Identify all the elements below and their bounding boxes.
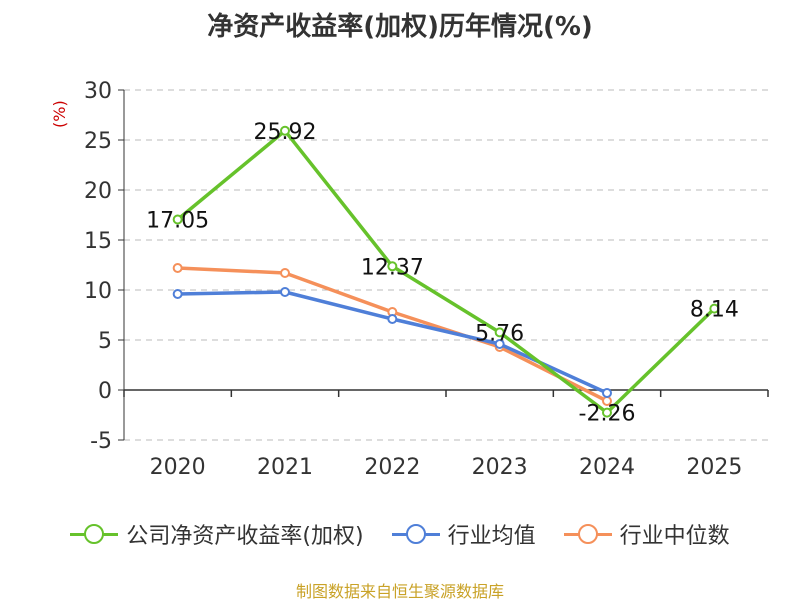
legend-swatch-industry-avg bbox=[391, 524, 440, 544]
data-point-industry_avg bbox=[494, 339, 505, 349]
data-label-company: 5.76 bbox=[475, 321, 524, 346]
data-point-company bbox=[494, 327, 505, 338]
legend-item-industry-median[interactable]: 行业中位数 bbox=[563, 518, 730, 550]
legend: 公司净资产收益率(加权) 行业均值 行业中位数 bbox=[0, 518, 800, 550]
source-note: 制图数据来自恒生聚源数据库 bbox=[295, 582, 504, 601]
y-tick-label: 0 bbox=[98, 379, 112, 404]
chart-title: 净资产收益率(加权)历年情况(%) bbox=[207, 12, 593, 42]
legend-swatch-company bbox=[70, 524, 119, 544]
data-point-industry_avg bbox=[602, 388, 612, 398]
x-tick-label: 2023 bbox=[472, 455, 528, 480]
series-layer bbox=[172, 125, 720, 418]
x-tick-label: 2024 bbox=[579, 455, 635, 480]
data-point-industry_avg bbox=[172, 289, 183, 299]
legend-swatch-industry-median bbox=[563, 524, 612, 544]
data-point-company bbox=[172, 214, 183, 225]
data-point-company bbox=[709, 303, 720, 314]
y-tick-label: 25 bbox=[84, 129, 112, 154]
x-tick-label: 2020 bbox=[150, 455, 206, 480]
legend-label-industry-avg: 行业均值 bbox=[447, 524, 536, 549]
legend-label-company: 公司净资产收益率(加权) bbox=[126, 524, 364, 549]
data-point-industry_median bbox=[280, 268, 290, 278]
data-point-industry_median bbox=[172, 263, 183, 273]
y-tick-label: 15 bbox=[84, 229, 112, 254]
y-tick-label: 20 bbox=[84, 179, 112, 204]
x-tick-label: 2021 bbox=[257, 455, 313, 480]
y-tick-label: -5 bbox=[90, 429, 112, 454]
legend-item-company[interactable]: 公司净资产收益率(加权) bbox=[70, 518, 364, 550]
data-point-industry_avg bbox=[280, 287, 290, 297]
data-point-company bbox=[387, 261, 398, 272]
y-tick-label: 10 bbox=[84, 279, 112, 304]
y-tick-label: 5 bbox=[98, 329, 112, 354]
data-label-company: 12.37 bbox=[361, 255, 424, 280]
data-label-layer: 17.05 25.92 12.37 5.76 -2.26 8.14 bbox=[146, 120, 739, 427]
x-tick-label: 2022 bbox=[364, 455, 420, 480]
y-tick-label: 30 bbox=[84, 79, 112, 104]
legend-label-industry-median: 行业中位数 bbox=[619, 524, 730, 549]
data-label-company: 8.14 bbox=[690, 298, 739, 323]
data-point-company bbox=[280, 125, 290, 136]
axis-layer: 30 25 20 15 10 5 0 -5 2020 2021 2022 2023 2024 2025 bbox=[84, 79, 769, 480]
grid-layer bbox=[124, 89, 768, 441]
data-point-industry_avg bbox=[387, 314, 398, 324]
data-label-company: 25.92 bbox=[254, 120, 317, 145]
x-tick-label: 2025 bbox=[686, 455, 742, 480]
data-label-company: 17.05 bbox=[146, 209, 209, 234]
legend-item-industry-avg[interactable]: 行业均值 bbox=[391, 518, 536, 550]
data-label-company: -2.26 bbox=[579, 402, 636, 427]
series-line-industry_median bbox=[177, 266, 608, 403]
data-point-company bbox=[602, 407, 612, 418]
series-line-company bbox=[176, 129, 716, 415]
